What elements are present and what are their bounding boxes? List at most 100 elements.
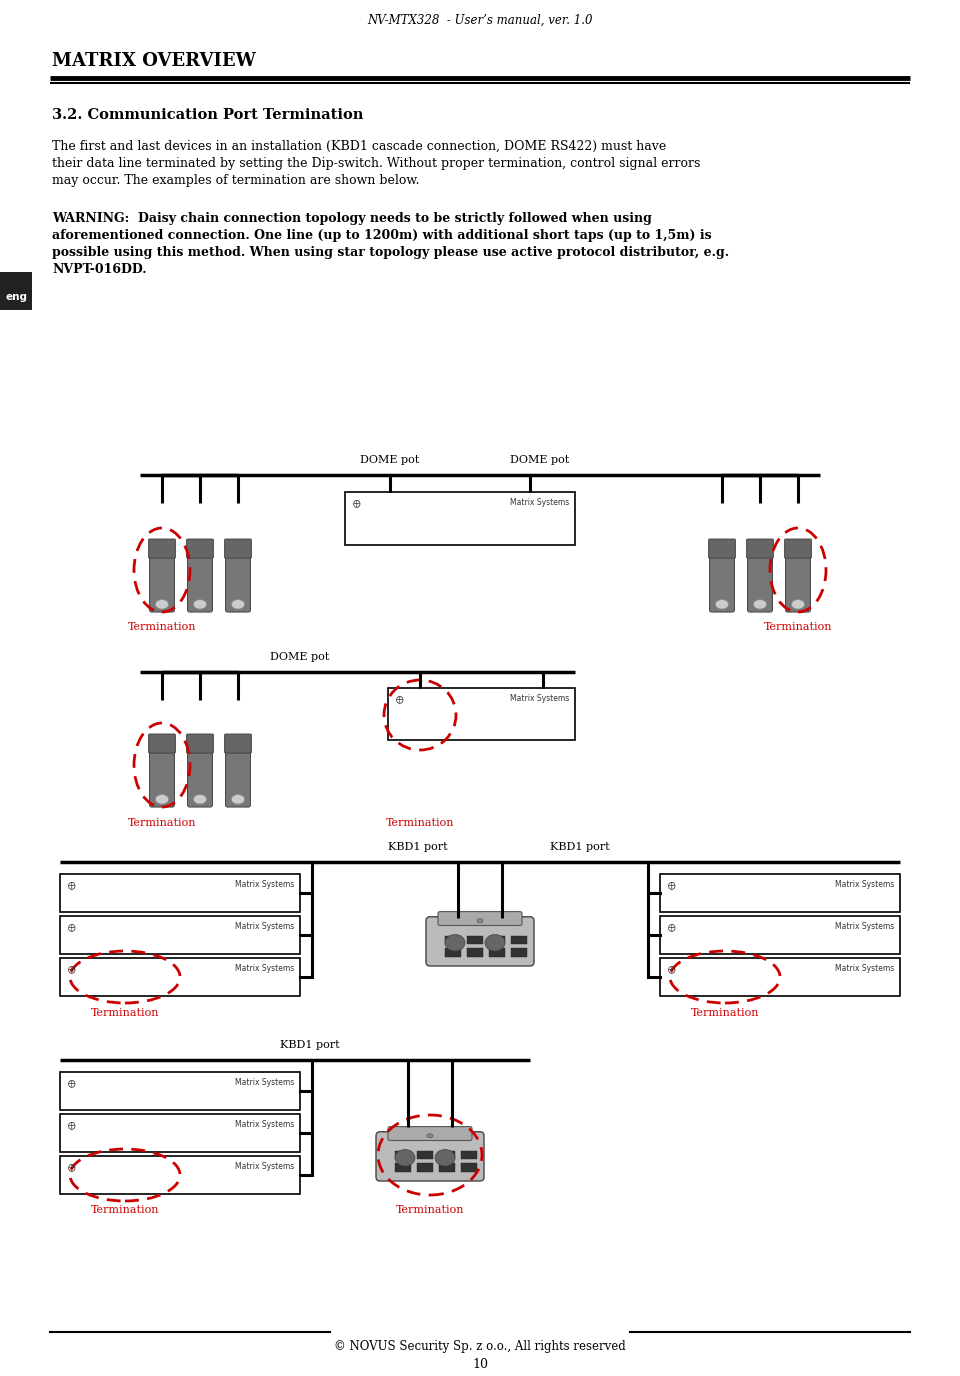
Ellipse shape xyxy=(156,794,169,804)
Text: Matrix Systems: Matrix Systems xyxy=(235,881,294,889)
FancyBboxPatch shape xyxy=(150,749,175,808)
Text: Matrix Systems: Matrix Systems xyxy=(835,922,894,932)
Text: possible using this method. When using star topology please use active protocol : possible using this method. When using s… xyxy=(52,246,730,259)
Text: DOME pot: DOME pot xyxy=(271,652,329,662)
Bar xyxy=(395,1152,411,1160)
Text: KBD1 port: KBD1 port xyxy=(550,842,610,852)
FancyBboxPatch shape xyxy=(747,539,774,559)
Text: ⨁: ⨁ xyxy=(396,694,403,703)
Ellipse shape xyxy=(754,600,767,610)
FancyBboxPatch shape xyxy=(784,539,811,559)
Bar xyxy=(345,493,575,545)
Bar xyxy=(388,688,575,740)
Text: 10: 10 xyxy=(472,1358,488,1370)
Bar xyxy=(445,948,461,956)
FancyBboxPatch shape xyxy=(785,553,810,612)
Text: ⨁: ⨁ xyxy=(68,922,76,932)
Text: Termination: Termination xyxy=(91,1205,159,1215)
Bar xyxy=(489,948,505,956)
Text: ⨁: ⨁ xyxy=(68,881,76,889)
FancyBboxPatch shape xyxy=(438,912,522,926)
Bar xyxy=(489,936,505,944)
Text: 3.2. Communication Port Termination: 3.2. Communication Port Termination xyxy=(52,107,364,122)
Bar xyxy=(417,1163,433,1171)
Text: Matrix Systems: Matrix Systems xyxy=(510,694,569,703)
Text: WARNING:  Daisy chain connection topology needs to be strictly followed when usi: WARNING: Daisy chain connection topology… xyxy=(52,212,652,226)
Ellipse shape xyxy=(445,934,465,951)
Text: ⨁: ⨁ xyxy=(68,965,76,973)
FancyBboxPatch shape xyxy=(226,749,251,808)
Text: Termination: Termination xyxy=(764,622,832,632)
Ellipse shape xyxy=(791,600,804,610)
Text: Termination: Termination xyxy=(691,1009,759,1018)
Ellipse shape xyxy=(477,919,483,923)
Text: Matrix Systems: Matrix Systems xyxy=(510,498,569,506)
Bar xyxy=(60,1115,300,1152)
Bar xyxy=(461,1152,477,1160)
Bar xyxy=(60,916,300,954)
Text: ⨁: ⨁ xyxy=(68,1077,76,1087)
FancyBboxPatch shape xyxy=(225,733,252,753)
FancyBboxPatch shape xyxy=(226,553,251,612)
FancyBboxPatch shape xyxy=(388,1127,472,1141)
Ellipse shape xyxy=(193,794,206,804)
Text: MATRIX OVERVIEW: MATRIX OVERVIEW xyxy=(52,52,255,70)
Text: DOME pot: DOME pot xyxy=(360,455,420,465)
FancyBboxPatch shape xyxy=(376,1131,484,1181)
Text: Termination: Termination xyxy=(386,817,454,828)
Text: aforementioned connection. One line (up to 1200m) with additional short taps (up: aforementioned connection. One line (up … xyxy=(52,228,711,242)
Text: DOME pot: DOME pot xyxy=(511,455,569,465)
Text: Termination: Termination xyxy=(128,817,196,828)
Bar xyxy=(60,958,300,996)
Ellipse shape xyxy=(231,600,245,610)
Text: eng: eng xyxy=(5,292,27,301)
FancyBboxPatch shape xyxy=(150,553,175,612)
Ellipse shape xyxy=(485,934,505,951)
Text: ⨁: ⨁ xyxy=(353,498,361,506)
Ellipse shape xyxy=(156,600,169,610)
FancyBboxPatch shape xyxy=(187,553,212,612)
Text: Matrix Systems: Matrix Systems xyxy=(235,1077,294,1087)
Text: © NOVUS Security Sp. z o.o., All rights reserved: © NOVUS Security Sp. z o.o., All rights … xyxy=(334,1340,626,1353)
Bar xyxy=(439,1163,455,1171)
FancyBboxPatch shape xyxy=(0,272,32,310)
Text: ⨁: ⨁ xyxy=(68,1161,76,1171)
FancyBboxPatch shape xyxy=(186,733,213,753)
Bar xyxy=(461,1163,477,1171)
Text: Matrix Systems: Matrix Systems xyxy=(235,1161,294,1171)
Text: ⨁: ⨁ xyxy=(668,881,676,889)
Ellipse shape xyxy=(231,794,245,804)
Text: ⨁: ⨁ xyxy=(668,965,676,973)
FancyBboxPatch shape xyxy=(186,539,213,559)
FancyBboxPatch shape xyxy=(149,539,176,559)
FancyBboxPatch shape xyxy=(426,916,534,966)
Text: NV-MTX328  - User’s manual, ver. 1.0: NV-MTX328 - User’s manual, ver. 1.0 xyxy=(368,14,592,28)
Bar xyxy=(660,958,900,996)
FancyBboxPatch shape xyxy=(748,553,773,612)
Text: Termination: Termination xyxy=(91,1009,159,1018)
Bar xyxy=(511,936,527,944)
Text: ⨁: ⨁ xyxy=(668,922,676,932)
Bar xyxy=(660,874,900,912)
Text: Termination: Termination xyxy=(128,622,196,632)
Ellipse shape xyxy=(435,1149,455,1165)
Bar xyxy=(60,874,300,912)
Bar xyxy=(60,1072,300,1110)
Bar xyxy=(467,936,483,944)
FancyBboxPatch shape xyxy=(708,539,735,559)
FancyBboxPatch shape xyxy=(225,539,252,559)
Ellipse shape xyxy=(395,1149,415,1165)
Ellipse shape xyxy=(715,600,729,610)
Text: Matrix Systems: Matrix Systems xyxy=(235,922,294,932)
Text: their data line terminated by setting the Dip-switch. Without proper termination: their data line terminated by setting th… xyxy=(52,157,701,171)
Bar xyxy=(395,1163,411,1171)
Text: KBD1 port: KBD1 port xyxy=(280,1040,340,1050)
Bar xyxy=(439,1152,455,1160)
Bar xyxy=(467,948,483,956)
Bar xyxy=(417,1152,433,1160)
Bar xyxy=(60,1156,300,1194)
Text: Matrix Systems: Matrix Systems xyxy=(835,881,894,889)
Ellipse shape xyxy=(427,1134,433,1138)
Ellipse shape xyxy=(193,600,206,610)
Text: ⨁: ⨁ xyxy=(68,1120,76,1128)
